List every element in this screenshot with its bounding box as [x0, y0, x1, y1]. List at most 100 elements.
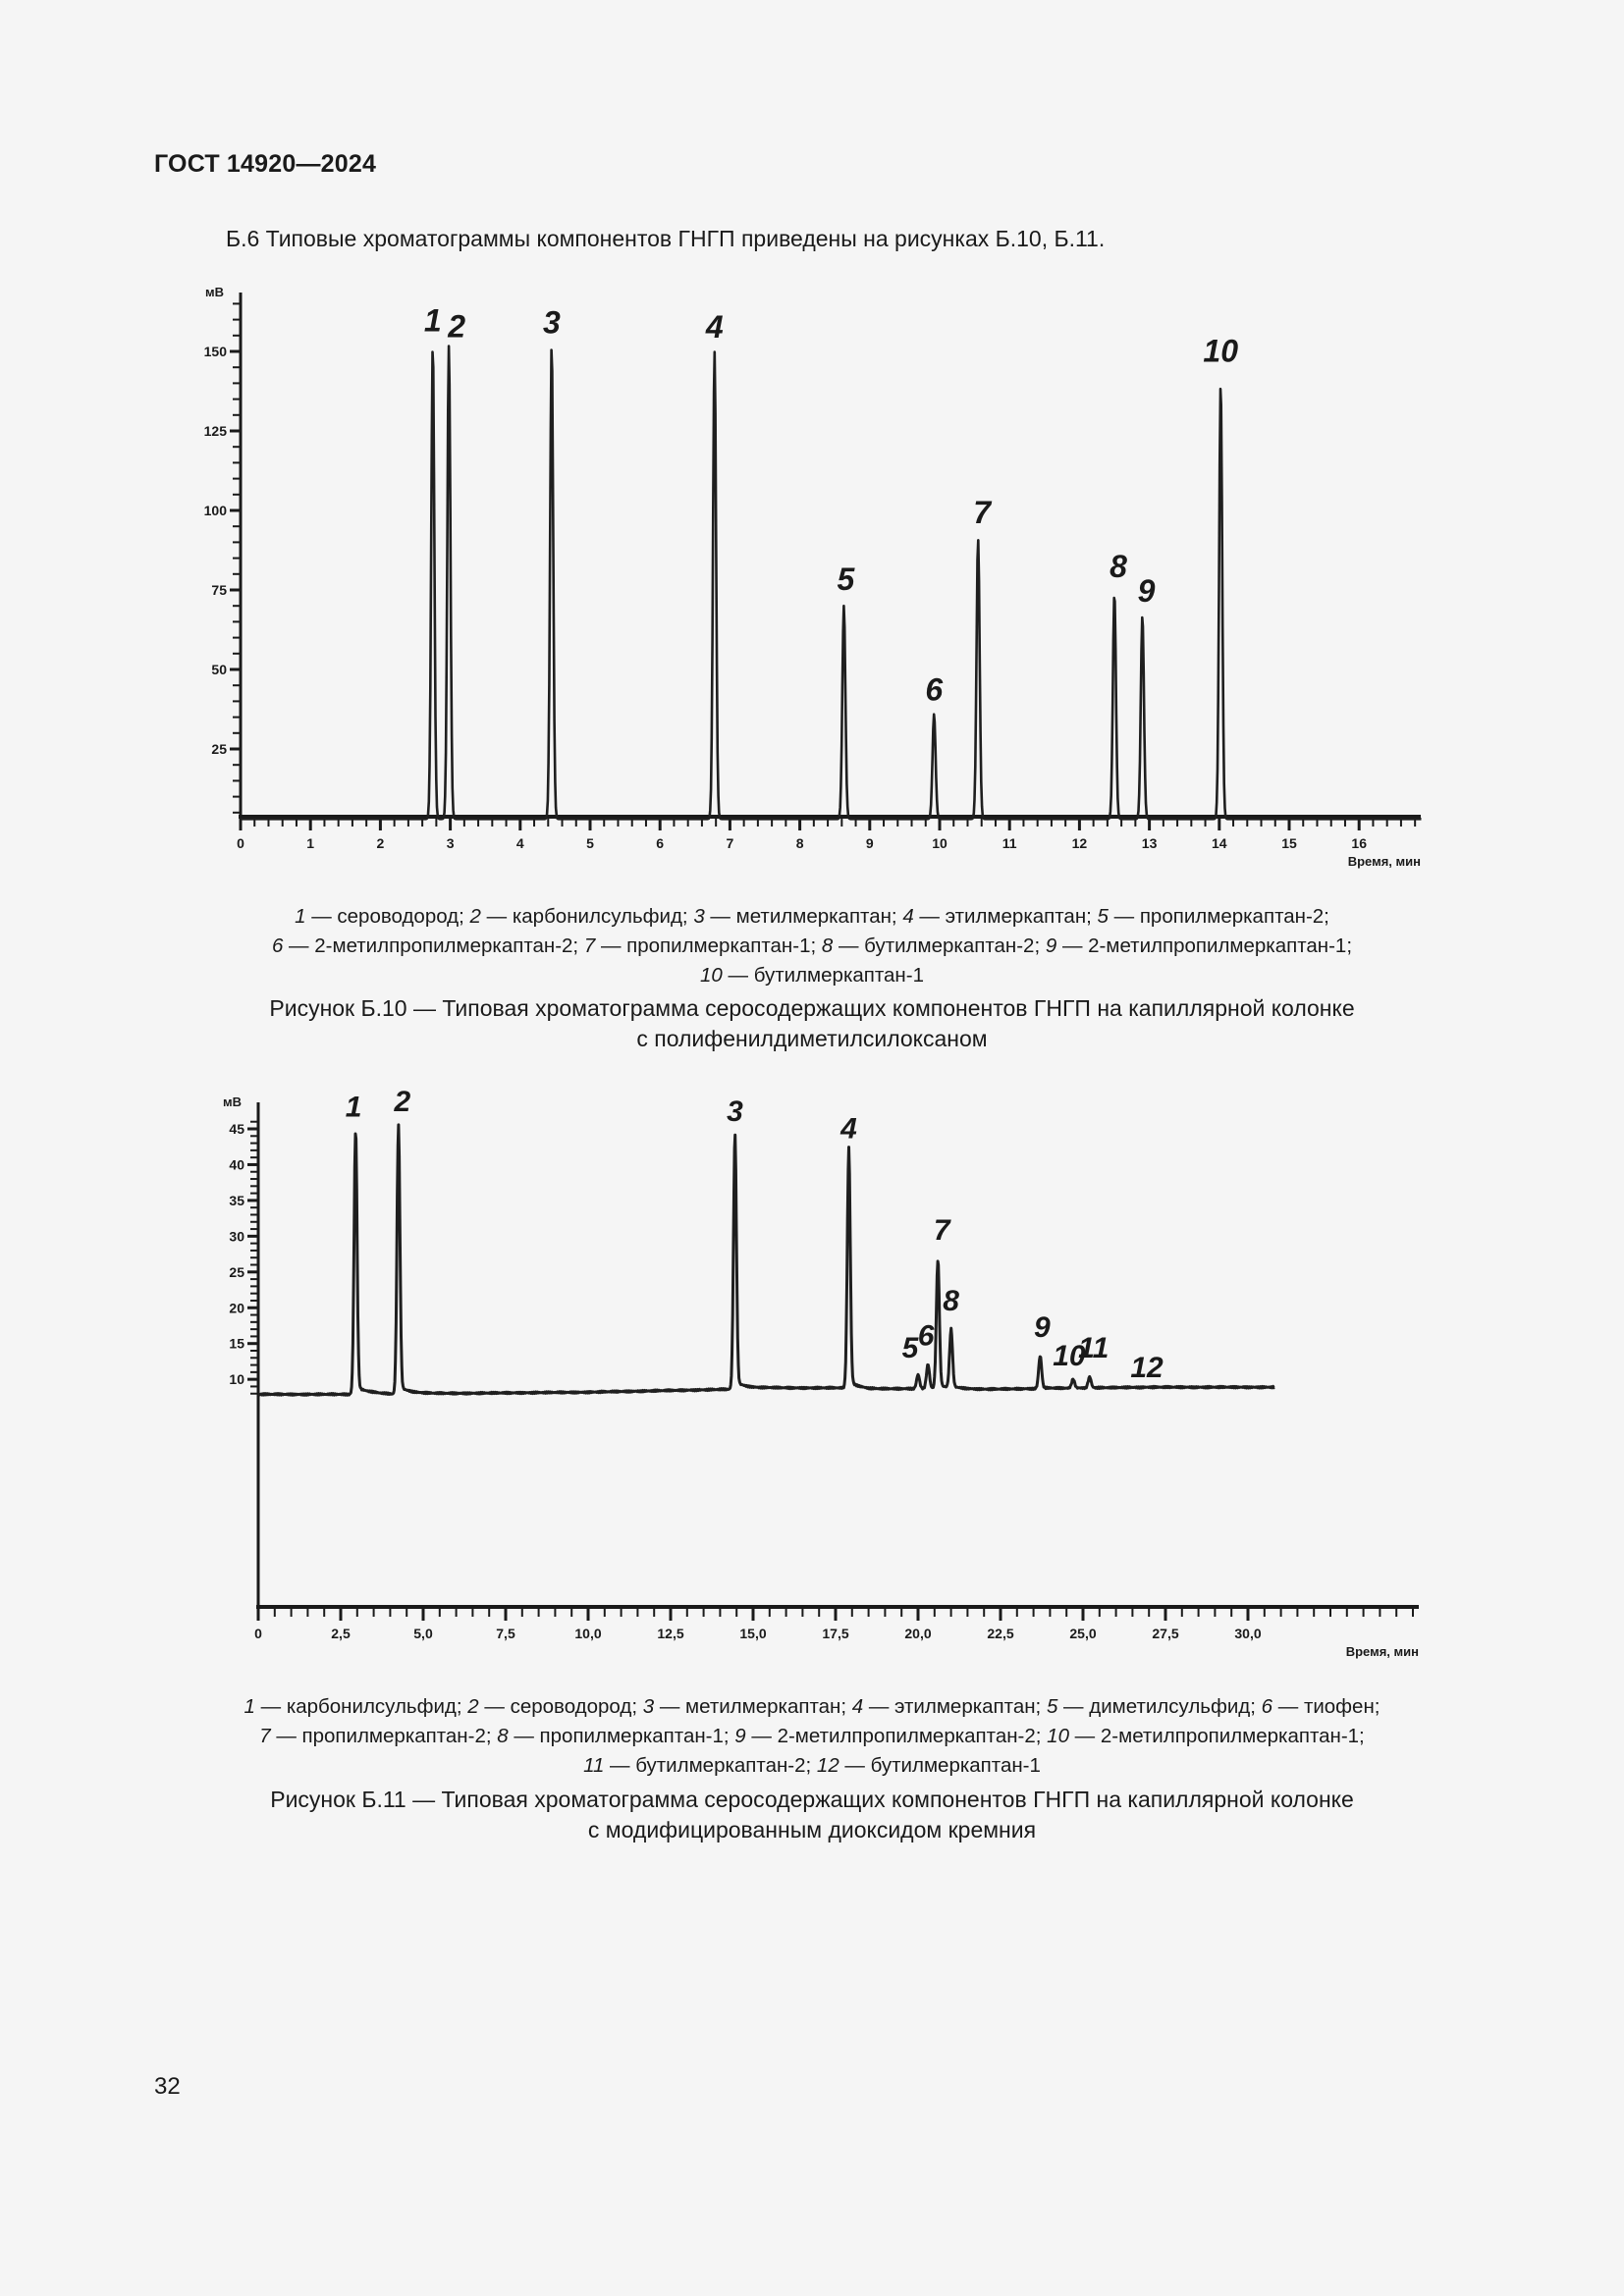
legend-number: 7 — [583, 934, 596, 957]
x-tick-label: 30,0 — [1234, 1626, 1261, 1641]
x-axis-label: Время, мин — [1346, 1644, 1419, 1659]
x-tick-label: 11 — [1002, 835, 1017, 851]
peak-label: 11 — [1078, 1332, 1109, 1364]
x-tick-label: 14 — [1212, 835, 1227, 851]
legend-line: 1 — сероводород; 2 — карбонилсульфид; 3 … — [177, 902, 1447, 932]
x-tick-label: 9 — [866, 835, 874, 851]
x-tick-label: 15 — [1281, 835, 1297, 851]
x-tick-label: 5 — [586, 835, 594, 851]
caption-line-1: Рисунок Б.10 — Типовая хроматограмма сер… — [269, 995, 1355, 1021]
intro-paragraph: Б.6 Типовые хроматограммы компонентов ГН… — [226, 226, 1106, 251]
peak-label: 2 — [447, 309, 465, 345]
peak-label: 3 — [727, 1095, 743, 1128]
legend-text: — карбонилсульфид; — [480, 905, 694, 928]
y-tick-label: 25 — [211, 741, 227, 757]
legend-text: — бутилмеркаптан-2; — [604, 1754, 817, 1777]
legend-line: 1 — карбонилсульфид; 2 — сероводород; 3 … — [177, 1692, 1447, 1722]
legend-text: — метилмеркаптан; — [704, 905, 903, 928]
x-tick-label: 1 — [306, 835, 314, 851]
legend-text: — этилмеркаптан; — [913, 905, 1098, 928]
x-tick-label: 22,5 — [987, 1626, 1013, 1641]
x-tick-label: 10,0 — [574, 1626, 601, 1641]
peak-label: 1 — [424, 303, 442, 339]
y-tick-label: 50 — [211, 662, 227, 677]
legend-text: — пропилмеркаптан-1; — [595, 934, 822, 957]
legend-number: 1 — [244, 1695, 255, 1718]
x-tick-label: 27,5 — [1152, 1626, 1178, 1641]
caption-line-2: с полифенилдиметилсилоксаном — [636, 1026, 988, 1051]
legend-number: 5 — [1046, 1695, 1058, 1718]
x-tick-label: 7,5 — [496, 1626, 515, 1641]
legend-line: 10 — бутилмеркаптан-1 — [177, 961, 1447, 990]
figure-caption-b10: Рисунок Б.10 — Типовая хроматограмма сер… — [157, 993, 1467, 1054]
x-tick-label: 7 — [727, 835, 734, 851]
peak-label: 3 — [543, 305, 561, 341]
y-tick-label: 100 — [204, 503, 228, 518]
x-axis-label: Время, мин — [1348, 854, 1421, 869]
peak-label: 2 — [393, 1086, 410, 1118]
legend-text: — сероводород; — [305, 905, 470, 928]
legend-text: — 2-метилпропилмеркаптан-1; — [1068, 1725, 1365, 1747]
x-tick-label: 25,0 — [1069, 1626, 1096, 1641]
legend-number: 10 — [1047, 1725, 1069, 1747]
x-tick-label: 16 — [1351, 835, 1367, 851]
y-tick-label: 25 — [229, 1264, 244, 1280]
legend-number: 8 — [821, 934, 834, 957]
legend-text: — 2-метилпропилмеркаптан-2; — [745, 1725, 1048, 1747]
y-tick-label: 45 — [229, 1121, 244, 1137]
peak-label: 7 — [973, 495, 993, 530]
legend-text: — бутилмеркаптан-2; — [833, 934, 1046, 957]
legend-number: 8 — [497, 1725, 509, 1747]
x-tick-label: 17,5 — [822, 1626, 848, 1641]
x-tick-label: 13 — [1142, 835, 1158, 851]
y-axis-label: мВ — [223, 1095, 242, 1109]
x-tick-label: 8 — [796, 835, 804, 851]
legend-number: 2 — [469, 905, 481, 928]
x-tick-label: 0 — [254, 1626, 262, 1641]
x-tick-label: 5,0 — [413, 1626, 433, 1641]
chromatogram-trace — [257, 1123, 1275, 1397]
legend-text: — метилмеркаптан; — [654, 1695, 852, 1718]
page-number: 32 — [154, 2073, 181, 2100]
legend-b11: 1 — карбонилсульфид; 2 — сероводород; 3 … — [177, 1692, 1447, 1781]
legend-text: — 2-метилпропилмеркаптан-2; — [283, 934, 584, 957]
legend-text: — этилмеркаптан; — [863, 1695, 1047, 1718]
legend-line: 11 — бутилмеркаптан-2; 12 — бутилмеркапт… — [177, 1751, 1447, 1781]
legend-text: — пропилмеркаптан-2; — [1108, 905, 1329, 928]
peak-label: 6 — [925, 671, 943, 707]
y-tick-label: 20 — [229, 1300, 244, 1315]
y-tick-label: 10 — [229, 1371, 244, 1387]
x-tick-label: 10 — [932, 835, 947, 851]
legend-text: — бутилмеркаптан-1 — [839, 1754, 1041, 1777]
peak-label: 8 — [943, 1285, 959, 1317]
legend-text: — бутилмеркаптан-1 — [722, 964, 924, 987]
peak-label: 1 — [346, 1092, 362, 1124]
legend-text: — сероводород; — [478, 1695, 643, 1718]
legend-text: — 2-метилпропилмеркаптан-1; — [1056, 934, 1353, 957]
x-tick-label: 12 — [1072, 835, 1088, 851]
x-tick-label: 0 — [237, 835, 244, 851]
legend-text: — пропилмеркаптан-2; — [270, 1725, 498, 1747]
x-tick-label: 2 — [377, 835, 385, 851]
legend-number: 9 — [1045, 934, 1057, 957]
peak-label: 5 — [902, 1332, 920, 1364]
peak-label: 4 — [705, 309, 724, 345]
legend-number: 9 — [734, 1725, 746, 1747]
peak-label: 7 — [934, 1214, 951, 1247]
legend-number: 4 — [851, 1695, 864, 1718]
peak-label: 4 — [839, 1113, 857, 1146]
peak-label: 9 — [1138, 573, 1156, 609]
peak-label: 12 — [1130, 1352, 1164, 1384]
legend-number: 6 — [271, 934, 284, 957]
caption-line-1: Рисунок Б.11 — Типовая хроматограмма сер… — [270, 1787, 1354, 1812]
x-tick-label: 3 — [447, 835, 455, 851]
y-axis-label: мВ — [205, 285, 224, 299]
legend-b10: 1 — сероводород; 2 — карбонилсульфид; 3 … — [177, 902, 1447, 990]
y-tick-label: 40 — [229, 1156, 244, 1172]
figure-caption-b11: Рисунок Б.11 — Типовая хроматограмма сер… — [157, 1785, 1467, 1845]
y-tick-label: 35 — [229, 1193, 244, 1208]
legend-text: — диметилсульфид; — [1057, 1695, 1262, 1718]
y-tick-label: 125 — [204, 423, 228, 439]
